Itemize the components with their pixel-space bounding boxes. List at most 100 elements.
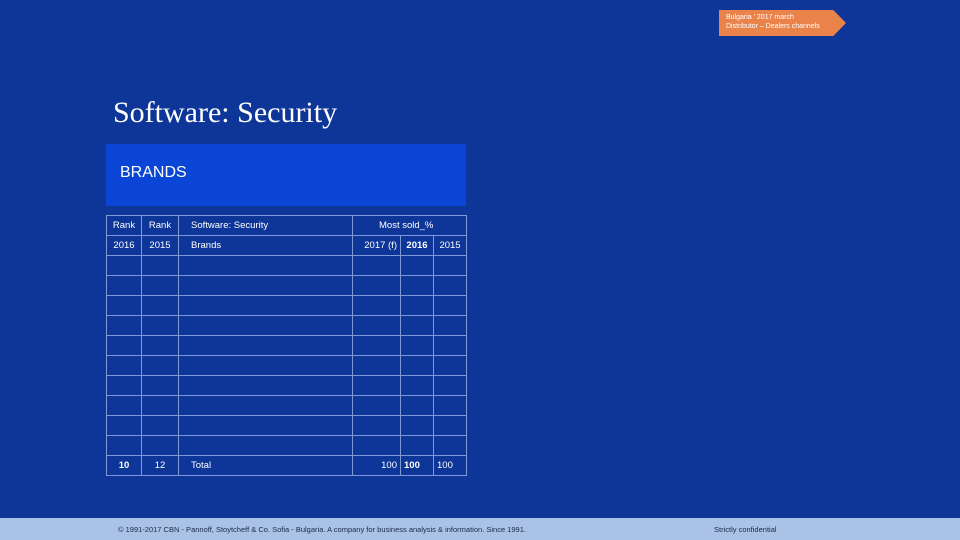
total-2017f: 100 <box>352 455 401 476</box>
table-cell <box>141 275 179 296</box>
table-cell <box>400 375 434 396</box>
total-rank-2015: 12 <box>141 455 179 476</box>
table-cell <box>352 335 401 356</box>
table-cell <box>106 435 142 456</box>
table-cell <box>400 335 434 356</box>
footer-copyright: © 1991-2017 CBN - Pannoff, Stoytcheff & … <box>118 525 526 534</box>
table-cell <box>178 415 353 436</box>
total-2015: 100 <box>432 455 468 476</box>
header-2017f: 2017 (f) <box>352 235 401 256</box>
table-row <box>106 315 468 336</box>
table-cell <box>400 355 434 376</box>
table-cell <box>432 415 468 436</box>
table-cell <box>106 315 142 336</box>
brands-table: Rank Rank Software: Security Most sold_%… <box>106 215 468 476</box>
table-row <box>106 395 468 416</box>
table-cell <box>400 315 434 336</box>
table-cell <box>352 415 401 436</box>
table-cell <box>432 335 468 356</box>
table-row <box>106 295 468 316</box>
table-cell <box>178 315 353 336</box>
header-brands: Brands <box>178 235 353 256</box>
table-cell <box>432 295 468 316</box>
section-label: BRANDS <box>120 164 187 181</box>
table-row <box>106 275 468 296</box>
table-row <box>106 255 468 276</box>
tag-line-2: Distributor – Dealers channels <box>726 23 820 30</box>
table-cell <box>352 355 401 376</box>
header-2015: 2015 <box>432 235 468 256</box>
table-row <box>106 375 468 396</box>
table-cell <box>106 275 142 296</box>
section-label-box: BRANDS <box>106 144 466 206</box>
table-cell <box>432 275 468 296</box>
empty-rows <box>106 255 468 456</box>
table-cell <box>400 255 434 276</box>
table-cell <box>141 355 179 376</box>
header-year-2015: 2015 <box>141 235 179 256</box>
table-cell <box>178 375 353 396</box>
header-most-sold: Most sold_% <box>351 215 468 236</box>
table-cell <box>106 375 142 396</box>
table-cell <box>352 275 401 296</box>
page-title: Software: Security <box>113 96 338 129</box>
table-cell <box>141 415 179 436</box>
header-rank-2015: Rank <box>141 215 179 236</box>
table-cell <box>432 435 468 456</box>
table-cell <box>106 255 142 276</box>
table-cell <box>106 395 142 416</box>
table-cell <box>106 415 142 436</box>
table-cell <box>178 335 353 356</box>
table-row <box>106 415 468 436</box>
table-cell <box>141 375 179 396</box>
table-cell <box>141 315 179 336</box>
table-cell <box>178 395 353 416</box>
total-label: Total <box>178 455 353 476</box>
table-cell <box>141 435 179 456</box>
header-rank-2016: Rank <box>106 215 142 236</box>
table-cell <box>141 395 179 416</box>
table-header-row-1: Rank Rank Software: Security Most sold_% <box>106 215 468 236</box>
total-rank-2016: 10 <box>106 455 142 476</box>
header-year-2016: 2016 <box>106 235 142 256</box>
table-cell <box>400 395 434 416</box>
table-cell <box>106 355 142 376</box>
table-cell <box>106 335 142 356</box>
table-cell <box>432 255 468 276</box>
table-cell <box>352 255 401 276</box>
table-cell <box>178 435 353 456</box>
table-cell <box>400 415 434 436</box>
footer-confidential: Strictly confidential <box>714 525 777 534</box>
table-cell <box>141 295 179 316</box>
table-cell <box>400 295 434 316</box>
footer-bar: © 1991-2017 CBN - Pannoff, Stoytcheff & … <box>0 518 960 540</box>
table-cell <box>352 395 401 416</box>
table-header-row-2: 2016 2015 Brands 2017 (f) 2016 2015 <box>106 235 468 256</box>
table-cell <box>400 275 434 296</box>
header-category: Software: Security <box>178 215 353 236</box>
table-row <box>106 355 468 376</box>
table-cell <box>141 255 179 276</box>
table-cell <box>352 435 401 456</box>
tag-line-1: Bulgaria ' 2017 march <box>726 14 794 21</box>
table-cell <box>432 395 468 416</box>
table-cell <box>178 355 353 376</box>
table-cell <box>432 315 468 336</box>
table-row-total: 10 12 Total 100 100 100 <box>106 455 468 476</box>
table-cell <box>432 375 468 396</box>
table-cell <box>178 295 353 316</box>
table-cell <box>352 295 401 316</box>
table-cell <box>141 335 179 356</box>
table-row <box>106 335 468 356</box>
table-cell <box>178 255 353 276</box>
table-row <box>106 435 468 456</box>
table-cell <box>352 375 401 396</box>
header-2016: 2016 <box>400 235 434 256</box>
total-2016: 100 <box>400 455 434 476</box>
table-cell <box>352 315 401 336</box>
report-tag: Bulgaria ' 2017 march Distributor – Deal… <box>719 10 846 36</box>
table-cell <box>178 275 353 296</box>
table-cell <box>400 435 434 456</box>
table-cell <box>106 295 142 316</box>
table-cell <box>432 355 468 376</box>
